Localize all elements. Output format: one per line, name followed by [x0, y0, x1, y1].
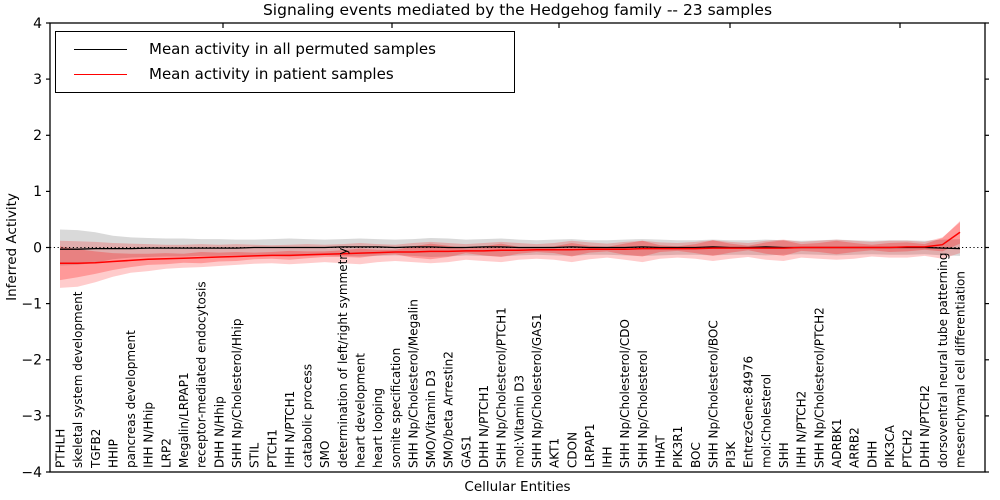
x-tick-label: skeletal system development [71, 291, 85, 468]
x-tick-label: SMO [318, 441, 332, 468]
x-tick-label: SHH Np/Cholesterol/Hhip [230, 319, 244, 468]
x-tick-label: SHH Np/Cholesterol/GAS1 [530, 313, 544, 468]
x-tick-label: determination of left/right symmetry [336, 248, 350, 468]
x-tick-label: DHH N/PTCH2 [918, 385, 932, 468]
x-tick-label: LRP2 [159, 438, 173, 468]
x-tick-label: PIK3CA [883, 424, 897, 468]
y-tick-label: 0 [33, 240, 42, 256]
x-tick-label: mol:Vitamin D3 [512, 375, 526, 468]
x-axis-label: Cellular Entities [464, 479, 571, 495]
x-tick-label: PIK3R1 [671, 426, 685, 468]
legend-item: Mean activity in patient samples [74, 65, 514, 83]
x-tick-label: IHH [601, 446, 615, 468]
x-tick-label: SHH [777, 442, 791, 468]
x-tick-label: STIL [248, 443, 262, 468]
y-tick-label: 4 [33, 16, 42, 32]
patient-std-band-outer [60, 222, 960, 288]
x-tick-label: pancreas development [124, 330, 138, 468]
x-tick-label: PTHLH [54, 429, 68, 468]
x-tick-label: ARRB2 [848, 427, 862, 468]
legend-item: Mean activity in all permuted samples [74, 40, 514, 58]
x-tick-label: mol:Cholesterol [759, 374, 773, 468]
x-tick-label: somite specification [389, 348, 403, 468]
x-tick-label: EntrezGene:84976 [742, 356, 756, 468]
y-tick-label: 2 [33, 128, 42, 144]
x-tick-label: heart looping [371, 388, 385, 468]
x-tick-label: IHH N/Hhip [142, 402, 156, 468]
x-tick-label: heart development [354, 353, 368, 468]
y-tick-label: −3 [21, 409, 42, 425]
x-tick-label: SHH Np/Cholesterol/Megalin [406, 299, 420, 468]
x-tick-label: IHH N/PTCH1 [283, 391, 297, 468]
x-tick-label: PTCH1 [265, 429, 279, 468]
x-tick-label: SHH Np/Cholesterol/BOC [706, 320, 720, 468]
x-tick-label: mesenchymal cell differentiation [954, 271, 968, 468]
x-tick-label: Megalin/LRPAP1 [177, 372, 191, 468]
legend: Mean activity in all permuted samples Me… [55, 31, 515, 93]
x-tick-label: CDON [565, 432, 579, 468]
x-tick-label: dorsoventral neural tube patterning [936, 252, 950, 468]
y-tick-label: 3 [33, 72, 42, 88]
x-tick-label: LRPAP1 [583, 423, 597, 468]
x-tick-label: catabolic process [301, 364, 315, 468]
legend-label: Mean activity in all permuted samples [149, 40, 436, 58]
series-line-patient [60, 231, 961, 264]
x-tick-label: SHH Np/Cholesterol/PTCH2 [812, 307, 826, 468]
legend-line-patient [74, 73, 127, 75]
y-tick-label: −2 [21, 353, 42, 369]
y-tick-label: −1 [21, 296, 42, 312]
x-tick-label: HHAT [654, 435, 668, 468]
x-tick-label: PI3K [724, 441, 738, 468]
x-tick-label: DHH N/PTCH1 [477, 385, 491, 468]
x-tick-label: SHH Np/Cholesterol/PTCH1 [495, 307, 509, 468]
x-tick-label: IHH N/PTCH2 [795, 391, 809, 468]
y-tick-label: 1 [33, 184, 42, 200]
x-tick-label: SMO/beta Arrestin2 [442, 351, 456, 468]
chart-title: Signaling events mediated by the Hedgeho… [262, 1, 773, 19]
x-tick-label: PTCH2 [901, 429, 915, 468]
y-tick-label: −4 [21, 465, 42, 481]
x-tick-label: DHH N/Hhip [212, 396, 226, 468]
legend-label: Mean activity in patient samples [149, 65, 394, 83]
x-tick-label: SMO/Vitamin D3 [424, 370, 438, 468]
x-tick-label: BOC [689, 442, 703, 468]
x-tick-label: receptor-mediated endocytosis [195, 281, 209, 468]
x-tick-label: SHH Np/Cholesterol/CDO [618, 319, 632, 468]
x-tick-label: AKT1 [548, 438, 562, 468]
x-tick-label: DHH [865, 441, 879, 468]
x-tick-label: TGFB2 [89, 429, 103, 469]
x-tick-label: SHH Np/Cholesterol [636, 350, 650, 468]
legend-line-permuted [74, 48, 127, 50]
x-tick-label: ADRBK1 [830, 418, 844, 468]
x-tick-label: HHIP [106, 439, 120, 468]
x-tick-label: GAS1 [459, 435, 473, 468]
